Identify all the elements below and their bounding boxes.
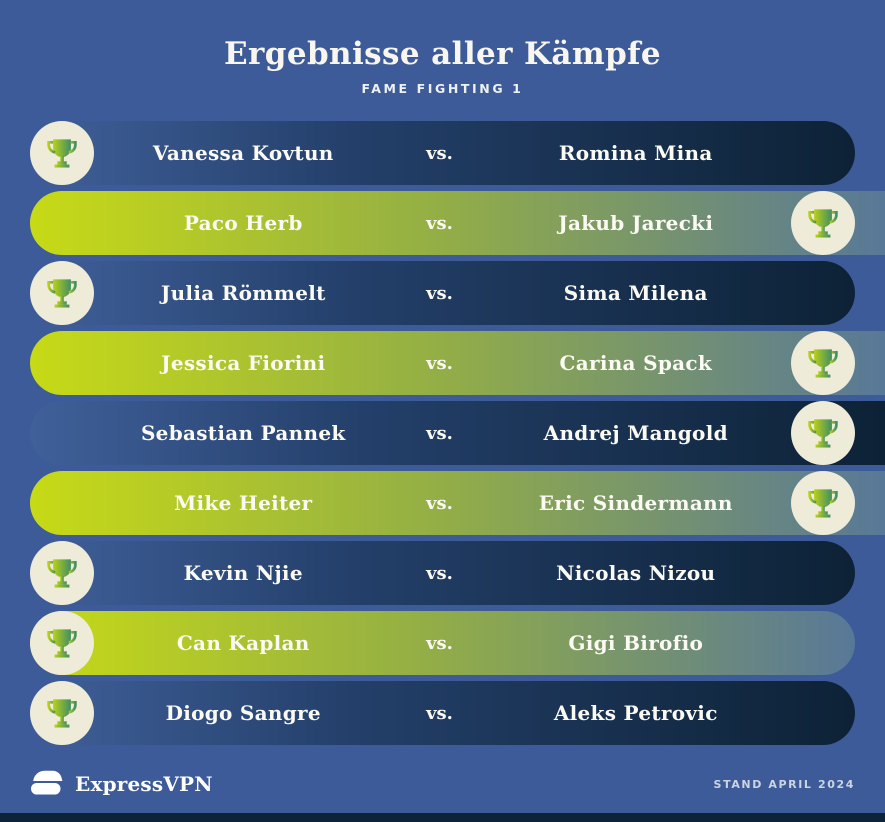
vs-label: vs. — [426, 492, 453, 514]
vs-label: vs. — [426, 212, 453, 234]
winner-trophy-badge — [30, 611, 94, 675]
fighter-left-name: Kevin Njie — [183, 561, 303, 585]
fight-bar — [30, 541, 855, 605]
bottom-strip — [0, 813, 885, 822]
fight-bar — [30, 611, 855, 675]
fight-list: Vanessa Kovtun vs. Romina Mina Paco Herb… — [0, 121, 885, 751]
fight-row: Vanessa Kovtun vs. Romina Mina — [0, 121, 885, 185]
fight-cells: Sebastian Pannek vs. Andrej Mangold — [0, 401, 885, 465]
trophy-icon — [808, 419, 838, 448]
vs-label: vs. — [426, 352, 453, 374]
fighter-left-name: Diogo Sangre — [165, 701, 321, 725]
trophy-icon — [47, 559, 77, 588]
trophy-icon — [47, 139, 77, 168]
trophy-icon — [808, 209, 838, 238]
fight-row: Julia Römmelt vs. Sima Milena — [0, 261, 885, 325]
vs-label: vs. — [426, 142, 453, 164]
winner-trophy-badge — [791, 191, 855, 255]
vs-label: vs. — [426, 422, 453, 444]
brand-name: ExpressVPN — [75, 772, 213, 796]
winner-trophy-badge — [791, 401, 855, 465]
fight-row: Sebastian Pannek vs. Andrej Mangold — [0, 401, 885, 465]
footer: ExpressVPN STAND APRIL 2024 — [30, 762, 855, 806]
fight-cells: Diogo Sangre vs. Aleks Petrovic — [0, 681, 885, 745]
stand-date-label: STAND APRIL 2024 — [713, 777, 855, 791]
fighter-left-name: Paco Herb — [183, 211, 303, 235]
fight-row: Jessica Fiorini vs. Carina Spack — [0, 331, 885, 395]
vs-label: vs. — [426, 632, 453, 654]
fight-cells: Vanessa Kovtun vs. Romina Mina — [0, 121, 885, 185]
fight-cells: Paco Herb vs. Jakub Jarecki — [0, 191, 885, 255]
fight-bar — [30, 471, 885, 535]
fight-cells: Kevin Njie vs. Nicolas Nizou — [0, 541, 885, 605]
fighter-right-name: Romina Mina — [558, 141, 713, 165]
page-subtitle: FAME FIGHTING 1 — [361, 81, 524, 96]
fight-row: Mike Heiter vs. Eric Sindermann — [0, 471, 885, 535]
fight-cells: Can Kaplan vs. Gigi Birofio — [0, 611, 885, 675]
fighter-right-name: Andrej Mangold — [543, 421, 728, 445]
expressvpn-logo — [30, 767, 64, 801]
vs-label: vs. — [426, 282, 453, 304]
fight-bar — [30, 121, 855, 185]
vs-label: vs. — [426, 702, 453, 724]
winner-trophy-badge — [791, 331, 855, 395]
header: Ergebnisse aller Kämpfe FAME FIGHTING 1 — [0, 36, 885, 96]
fighter-right-name: Nicolas Nizou — [556, 561, 716, 585]
fight-bar — [30, 331, 885, 395]
fight-cells: Jessica Fiorini vs. Carina Spack — [0, 331, 885, 395]
brand: ExpressVPN — [30, 767, 213, 801]
fighter-left-name: Sebastian Pannek — [140, 421, 346, 445]
fighter-left-name: Can Kaplan — [176, 631, 310, 655]
fighter-left-name: Vanessa Kovtun — [152, 141, 334, 165]
winner-trophy-badge — [30, 681, 94, 745]
fight-cells: Mike Heiter vs. Eric Sindermann — [0, 471, 885, 535]
winner-trophy-badge — [30, 541, 94, 605]
fight-bar — [30, 401, 885, 465]
trophy-icon — [808, 489, 838, 518]
fight-cells: Julia Römmelt vs. Sima Milena — [0, 261, 885, 325]
trophy-icon — [47, 699, 77, 728]
winner-trophy-badge — [791, 471, 855, 535]
fight-row: Can Kaplan vs. Gigi Birofio — [0, 611, 885, 675]
fight-bar — [30, 261, 855, 325]
fighter-right-name: Carina Spack — [559, 351, 712, 375]
winner-trophy-badge — [30, 121, 94, 185]
fight-row: Kevin Njie vs. Nicolas Nizou — [0, 541, 885, 605]
fighter-right-name: Aleks Petrovic — [553, 701, 718, 725]
vs-label: vs. — [426, 562, 453, 584]
fight-row: Diogo Sangre vs. Aleks Petrovic — [0, 681, 885, 745]
winner-trophy-badge — [30, 261, 94, 325]
page-title: Ergebnisse aller Kämpfe — [223, 36, 662, 72]
fighter-left-name: Jessica Fiorini — [161, 351, 326, 375]
fighter-right-name: Sima Milena — [563, 281, 708, 305]
trophy-icon — [47, 279, 77, 308]
fighter-right-name: Jakub Jarecki — [558, 211, 714, 235]
trophy-icon — [808, 349, 838, 378]
fight-bar — [30, 191, 885, 255]
trophy-icon — [47, 629, 77, 658]
fighter-right-name: Eric Sindermann — [538, 491, 733, 515]
fighter-left-name: Julia Römmelt — [160, 281, 326, 305]
fighter-left-name: Mike Heiter — [174, 491, 313, 515]
fight-row: Paco Herb vs. Jakub Jarecki — [0, 191, 885, 255]
fighter-right-name: Gigi Birofio — [568, 631, 704, 655]
fight-bar — [30, 681, 855, 745]
